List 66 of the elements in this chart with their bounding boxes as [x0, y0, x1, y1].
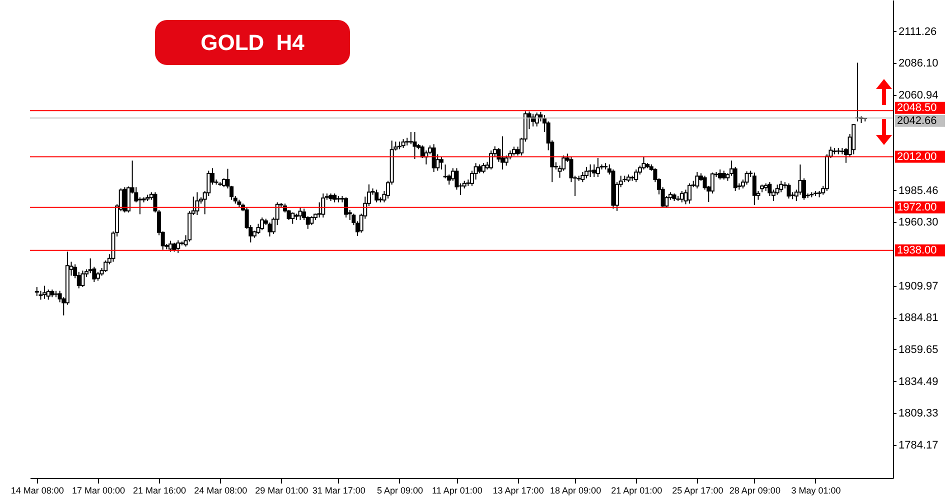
y-tick-label: 1859.65	[898, 344, 938, 356]
x-tick-label: 21 Apr 01:00	[611, 486, 662, 496]
y-tick-label: 1809.33	[898, 408, 938, 420]
candlestick	[298, 206, 302, 221]
candlestick	[810, 192, 814, 198]
candlestick	[443, 164, 448, 179]
y-tick-label: 1985.46	[898, 184, 938, 197]
x-tick-label: 17 Mar 00:00	[72, 486, 125, 496]
candlestick	[718, 168, 722, 180]
candlestick	[80, 270, 85, 288]
ref-line-label: 1938.00	[897, 244, 937, 256]
candlestick	[374, 189, 379, 203]
candlestick	[695, 171, 700, 189]
candlestick	[634, 168, 638, 183]
x-tick-label: 18 Apr 09:00	[550, 486, 602, 496]
x-tick-label: 11 Apr 01:00	[432, 486, 482, 496]
x-tick-label: 21 Mar 16:00	[133, 486, 186, 496]
candlestick	[584, 166, 588, 179]
candlestick	[779, 180, 784, 193]
ref-line-label: 2012.00	[897, 150, 937, 163]
candlestick	[439, 156, 444, 170]
ref-line-label: 2048.50	[897, 102, 937, 114]
candlestick	[168, 240, 172, 252]
candlestick	[260, 217, 264, 231]
candlestick	[688, 182, 692, 204]
candlestick	[432, 144, 436, 172]
candlestick	[317, 202, 322, 218]
x-tick-label: 3 May 01:00	[791, 486, 841, 496]
candlestick	[481, 162, 486, 174]
candlestick	[412, 132, 417, 160]
x-tick-label: 29 Mar 01:00	[255, 486, 308, 496]
candlestick	[344, 196, 348, 218]
candlestick	[744, 170, 749, 186]
y-tick-label: 1884.81	[898, 312, 938, 324]
x-tick-label: 24 Mar 08:00	[194, 486, 248, 496]
candlestick	[786, 182, 791, 200]
candlestick	[176, 240, 180, 254]
candlestick	[489, 150, 494, 170]
ref-line-label: 1972.00	[897, 201, 937, 214]
x-tick-label: 28 Apr 09:00	[729, 486, 780, 496]
y-tick-label: 1834.49	[898, 376, 938, 388]
x-tick-label: 14 Mar 08:00	[10, 486, 64, 496]
candlestick	[500, 136, 505, 170]
y-tick-label: 1909.97	[898, 280, 938, 292]
y-tick-label: 1960.30	[898, 216, 938, 229]
y-tick-label: 2111.26	[898, 26, 937, 38]
candlestick	[321, 192, 326, 218]
candlestick	[122, 186, 127, 213]
candlestick	[592, 164, 596, 178]
candlestick	[752, 172, 756, 206]
x-tick-label: 25 Apr 17:00	[672, 486, 724, 496]
y-tick-label: 1784.17	[898, 439, 938, 452]
x-tick-label: 31 Mar 17:00	[312, 486, 366, 496]
candlestick	[46, 289, 50, 300]
candlestick	[768, 182, 772, 197]
y-tick-label: 2060.94	[898, 89, 938, 102]
x-tick-label: 13 Apr 17:00	[492, 486, 544, 496]
candlestick	[580, 171, 585, 183]
candlestick	[596, 157, 600, 178]
x-tick-label: 5 Apr 09:00	[376, 486, 424, 496]
ref-line-label: 2042.66	[897, 114, 937, 127]
candlestick	[680, 190, 684, 203]
y-tick-label: 2086.10	[898, 58, 938, 70]
candlestick	[268, 222, 272, 237]
candlestick	[42, 285, 47, 300]
candlestick	[195, 192, 200, 216]
